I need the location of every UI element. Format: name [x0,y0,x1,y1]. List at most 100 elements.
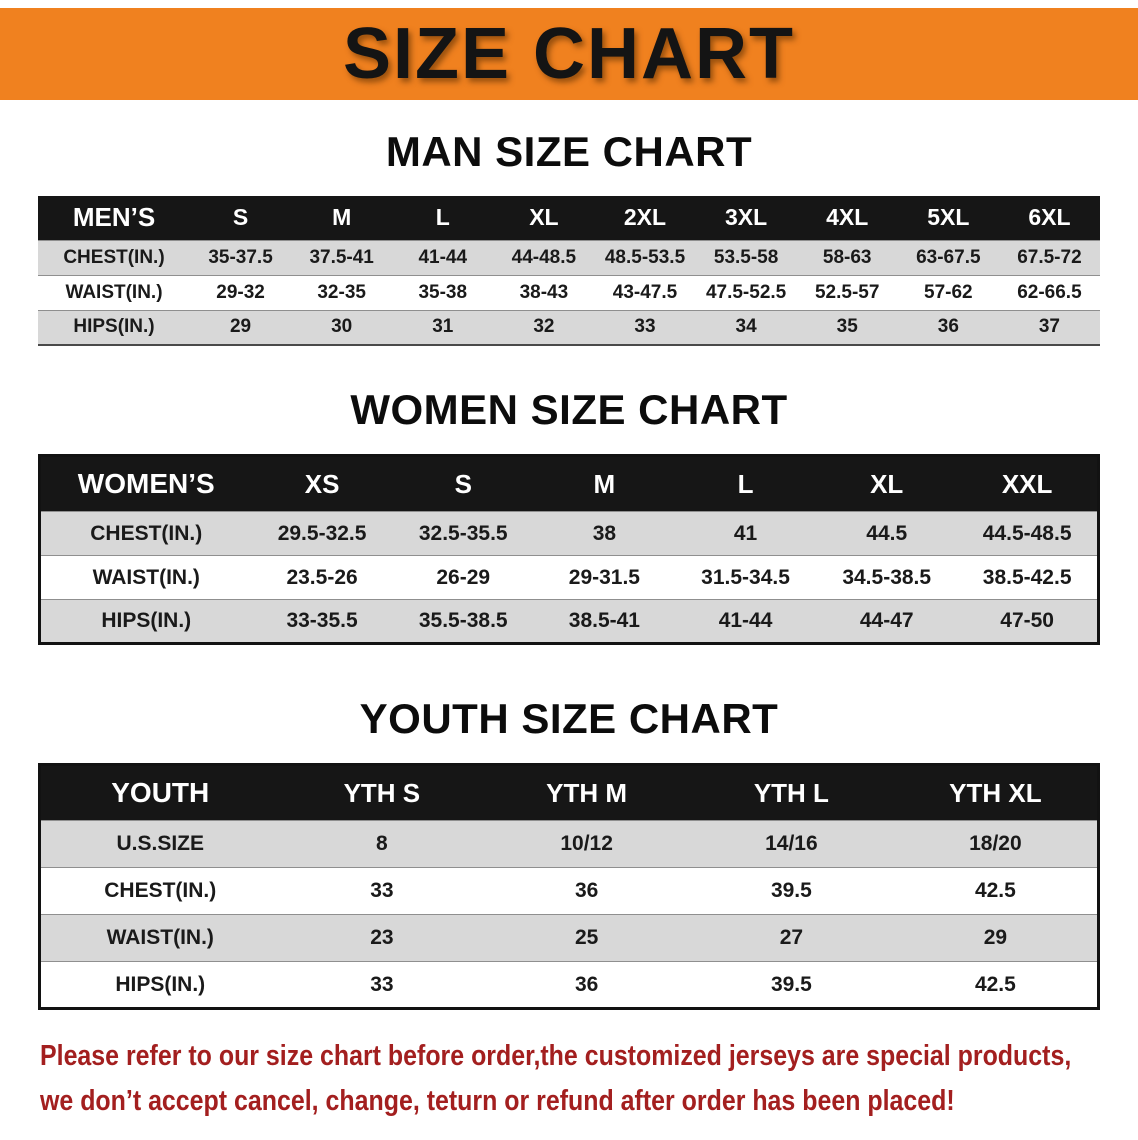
value-cell: 38 [533,511,675,556]
size-header-cell: YTH XL [893,764,1099,821]
value-cell: 47.5-52.5 [695,274,797,311]
size-header-cell: S [190,196,292,240]
order-notice: Please refer to our size chart before or… [40,1034,1138,1124]
value-cell: 33 [594,309,696,346]
size-header-cell: XS [251,455,393,512]
value-cell: 26-29 [392,555,534,600]
size-header-cell: L [392,196,494,240]
size-header-cell: 5XL [897,196,999,240]
value-cell: 35-37.5 [190,239,292,276]
measurement-row: HIPS(IN.) 33 36 39.5 42.5 [39,961,1099,1009]
size-header-cell: 2XL [594,196,696,240]
size-header-cell: YTH S [279,764,485,821]
banner-title: SIZE CHART [343,14,795,94]
value-cell: 34.5-38.5 [816,555,958,600]
value-cell: 36 [484,961,689,1009]
value-cell: 48.5-53.5 [594,239,696,276]
value-cell: 32 [493,309,595,346]
value-cell: 29-31.5 [533,555,675,600]
value-cell: 29 [190,309,292,346]
women-section-heading: WOMEN SIZE CHART [350,386,788,433]
value-cell: 62-66.5 [998,274,1100,311]
notice-line-1: Please refer to our size chart before or… [40,1040,1072,1072]
youth-section-heading: YOUTH SIZE CHART [359,695,779,742]
measurement-row: HIPS(IN.) 33-35.5 35.5-38.5 38.5-41 41-44 44-… [39,599,1099,644]
value-cell: 57-62 [897,274,999,311]
value-cell: 42.5 [893,867,1099,915]
youth-size-table: YOUTH YTH S YTH M YTH L YTH XL U.S.SIZE 8 10/12… [38,763,1100,1010]
value-cell: 14/16 [689,820,894,868]
size-chart-banner: SIZE CHART [0,8,1138,100]
size-header-cell: 4XL [796,196,898,240]
value-cell: 41-44 [674,599,817,644]
value-cell: 52.5-57 [796,274,898,311]
value-cell: 32-35 [291,274,393,311]
value-cell: 35-38 [392,274,494,311]
value-cell: 23.5-26 [251,555,393,600]
value-cell: 44.5 [816,511,958,556]
value-cell: 41-44 [392,239,494,276]
value-cell: 27 [689,914,894,962]
value-cell: 47-50 [957,599,1099,644]
value-cell: 44-48.5 [493,239,595,276]
measurement-row: WAIST(IN.) 23.5-26 26-29 29-31.5 31.5-34.5 34… [39,555,1099,600]
value-cell: 38.5-41 [533,599,675,644]
row-label-cell: WAIST(IN.) [38,274,190,311]
value-cell: 32.5-35.5 [392,511,534,556]
size-header-cell: M [291,196,393,240]
header-row: WOMEN’S XS S M L XL XXL [39,455,1099,512]
value-cell: 37 [998,309,1100,346]
measurement-row: U.S.SIZE 8 10/12 14/16 18/20 [39,820,1099,868]
women-size-table: WOMEN’S XS S M L XL XXL CHEST(IN.) 29.5-32.5 32.5… [38,454,1100,645]
value-cell: 39.5 [689,961,894,1009]
measurement-row: CHEST(IN.) 33 36 39.5 42.5 [39,867,1099,915]
size-header-cell: M [533,455,675,512]
value-cell: 44-47 [816,599,958,644]
value-cell: 36 [484,867,689,915]
size-header-cell: YTH L [689,764,894,821]
measurement-row: CHEST(IN.) 29.5-32.5 32.5-35.5 38 41 44.5 44.5… [39,511,1099,556]
table-title-cell: YOUTH [39,764,280,821]
measurement-row: WAIST(IN.) 23 25 27 29 [39,914,1099,962]
measurement-row: CHEST(IN.) 35-37.5 37.5-41 41-44 44-48.5 48.5… [38,239,1100,276]
row-label-cell: HIPS(IN.) [39,961,280,1009]
value-cell: 35 [796,309,898,346]
size-header-cell: YTH M [484,764,689,821]
value-cell: 31.5-34.5 [674,555,817,600]
value-cell: 23 [279,914,485,962]
value-cell: 29.5-32.5 [251,511,393,556]
row-label-cell: WAIST(IN.) [39,914,280,962]
value-cell: 33-35.5 [251,599,393,644]
header-row: MEN’S S M L XL 2XL 3XL 4XL 5XL 6XL [38,196,1100,240]
table-title-cell: MEN’S [38,196,190,240]
value-cell: 25 [484,914,689,962]
value-cell: 38-43 [493,274,595,311]
value-cell: 37.5-41 [291,239,393,276]
value-cell: 53.5-58 [695,239,797,276]
value-cell: 44.5-48.5 [957,511,1099,556]
row-label-cell: CHEST(IN.) [39,511,252,556]
size-header-cell: L [674,455,817,512]
women-size-chart-section: WOMEN SIZE CHART WOMEN’S XS S M L XL XXL CHEST(… [0,386,1138,645]
size-header-cell: S [392,455,534,512]
value-cell: 30 [291,309,393,346]
value-cell: 29-32 [190,274,292,311]
value-cell: 33 [279,867,485,915]
row-label-cell: U.S.SIZE [39,820,280,868]
value-cell: 35.5-38.5 [392,599,534,644]
header-row: YOUTH YTH S YTH M YTH L YTH XL [39,764,1099,821]
men-section-heading: MAN SIZE CHART [385,128,753,175]
value-cell: 63-67.5 [897,239,999,276]
row-label-cell: CHEST(IN.) [39,867,280,915]
value-cell: 31 [392,309,494,346]
row-label-cell: HIPS(IN.) [39,599,252,644]
size-chart-page: SIZE CHART MAN SIZE CHART MEN’S S M L XL 2XL 3… [0,8,1138,1140]
value-cell: 18/20 [893,820,1099,868]
value-cell: 33 [279,961,485,1009]
value-cell: 29 [893,914,1099,962]
row-label-cell: HIPS(IN.) [38,309,190,346]
measurement-row: HIPS(IN.) 29 30 31 32 33 34 35 36 37 [38,309,1100,346]
value-cell: 8 [279,820,485,868]
row-label-cell: WAIST(IN.) [39,555,252,600]
value-cell: 41 [674,511,817,556]
